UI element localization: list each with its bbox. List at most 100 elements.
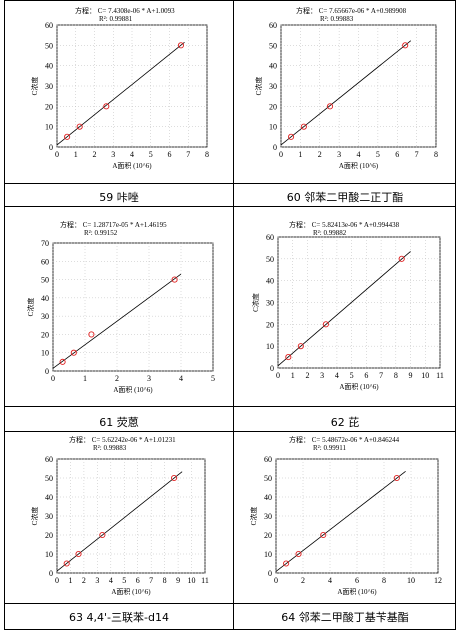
y-tick-label: 0 — [273, 143, 277, 152]
equation-label: 方程： C= 7.4308e-06 * A+1.0093 — [75, 6, 175, 15]
y-tick-label: 40 — [45, 493, 53, 502]
y-tick-label: 20 — [266, 320, 274, 329]
regression-line — [277, 251, 411, 367]
y-tick-label: 30 — [266, 299, 274, 308]
y-axis-label: C浓度 — [254, 77, 263, 96]
caption-61: 61 荧蒽 — [99, 416, 139, 429]
data-point — [288, 133, 295, 140]
chart-cell-60: 0 1 2 3 4 5 6 7 8 0 10 20 30 40 50 60 方程： C= 7.65667e-06… — [234, 1, 456, 183]
y-tick-label: 40 — [41, 294, 49, 303]
y-tick-label: 30 — [269, 82, 277, 91]
y-axis-label: C浓度 — [251, 293, 260, 312]
equation-label: 方程： C= 1.28717e-05 * A+1.46195 — [60, 220, 167, 229]
x-tick-label: 7 — [149, 576, 153, 585]
x-tick-label: 4 — [328, 576, 332, 585]
y-tick-label: 60 — [266, 233, 274, 242]
caption-64: 64 邻苯二甲酸丁基苄基酯 — [281, 611, 409, 624]
y-tick-label: 10 — [45, 550, 53, 559]
y-tick-label: 70 — [41, 239, 49, 248]
calibration-chart-62: 0 1 2 3 4 5 6 7 8 9 10 11 0 10 20 30 40 50 60 方程： C= 5.8241… — [251, 220, 444, 391]
x-axis-label: A面积 (10^6) — [339, 382, 379, 391]
chart-cell-63: 0 1 2 3 4 5 6 7 8 9 10 11 0 10 20 30 40 50 60 方程： C= 5.6224… — [5, 432, 233, 603]
x-tick-label: 1 — [68, 576, 72, 585]
x-tick-label: 10 — [407, 576, 415, 585]
x-tick-label: 3 — [337, 150, 341, 159]
x-axis-label: A面积 (10^6) — [112, 161, 152, 170]
y-tick-label: 0 — [49, 569, 53, 578]
data-point — [103, 103, 110, 110]
r-squared-label: R²: 0.99883 — [93, 444, 127, 452]
x-tick-label: 8 — [434, 150, 438, 159]
y-tick-label: 50 — [45, 474, 53, 483]
calibration-chart-60: 0 1 2 3 4 5 6 7 8 0 10 20 30 40 50 60 方程： C= 7.65667e-06… — [254, 6, 438, 170]
y-axis-label: C浓度 — [249, 507, 258, 526]
equation-label: 方程： C= 5.62242e-06 * A+1.01231 — [69, 435, 176, 444]
x-axis-label: A面积 (10^6) — [111, 587, 151, 596]
x-tick-label: 8 — [163, 576, 167, 585]
y-tick-label: 60 — [45, 455, 53, 464]
x-tick-label: 3 — [111, 150, 115, 159]
y-tick-label: 50 — [266, 255, 274, 264]
x-tick-label: 0 — [274, 576, 278, 585]
column-divider — [233, 1, 234, 629]
x-tick-label: 1 — [298, 150, 302, 159]
x-tick-label: 1 — [291, 371, 295, 380]
data-point — [398, 255, 405, 262]
y-tick-label: 50 — [45, 41, 53, 50]
y-tick-label: 0 — [270, 364, 274, 373]
x-tick-label: 0 — [55, 576, 59, 585]
data-point — [99, 531, 106, 539]
data-point — [297, 343, 304, 350]
regression-line — [280, 40, 412, 146]
data-point — [326, 103, 334, 110]
y-tick-label: 30 — [45, 82, 53, 91]
x-tick-label: 7 — [415, 150, 419, 159]
r-squared-label: R²: 0.99883 — [320, 15, 354, 23]
regression-line — [56, 471, 183, 572]
data-point — [285, 354, 292, 361]
y-tick-label: 20 — [45, 531, 53, 540]
x-tick-label: 11 — [436, 371, 444, 380]
data-point — [320, 531, 327, 539]
equation-label: 方程： C= 5.82413e-06 * A+0.994438 — [289, 220, 400, 229]
data-point — [88, 331, 95, 338]
y-tick-label: 30 — [41, 312, 49, 321]
data-point — [76, 123, 83, 130]
x-tick-label: 7 — [379, 371, 383, 380]
r-squared-label: R²: 0.99882 — [313, 229, 347, 237]
x-axis-label: A面积 (10^6) — [113, 385, 153, 394]
x-axis-label: A面积 (10^6) — [337, 587, 377, 596]
chart-grid-table: 0 1 2 3 4 5 6 7 8 0 10 20 30 40 50 60 方程： C= 7.4308e-06 … — [4, 0, 456, 630]
x-tick-label: 5 — [149, 150, 153, 159]
y-tick-label: 20 — [41, 330, 49, 339]
x-tick-label: 2 — [318, 150, 322, 159]
y-tick-label: 40 — [266, 277, 274, 286]
x-tick-label: 0 — [276, 371, 280, 380]
x-tick-label: 8 — [394, 371, 398, 380]
caption-63: 63 4,4'-三联苯-d14 — [69, 611, 169, 624]
x-tick-label: 2 — [301, 576, 305, 585]
x-tick-label: 0 — [55, 150, 59, 159]
x-tick-label: 10 — [188, 576, 196, 585]
r-squared-label: R²: 0.99881 — [99, 15, 133, 23]
y-tick-label: 60 — [269, 21, 277, 30]
caption-62: 62 芘 — [330, 416, 360, 429]
data-point — [70, 349, 77, 356]
x-tick-label: 9 — [409, 371, 413, 380]
y-tick-label: 10 — [264, 550, 272, 559]
x-tick-label: 4 — [179, 374, 183, 383]
calibration-chart-59: 0 1 2 3 4 5 6 7 8 0 10 20 30 40 50 60 方程： C= 7.4308e-06 … — [30, 6, 209, 170]
y-tick-label: 50 — [269, 41, 277, 50]
y-tick-label: 10 — [45, 123, 53, 132]
x-tick-label: 4 — [109, 576, 113, 585]
x-tick-label: 6 — [364, 371, 368, 380]
y-tick-label: 60 — [45, 21, 53, 30]
regression-line — [52, 273, 182, 369]
x-tick-label: 8 — [382, 576, 386, 585]
data-point — [283, 560, 290, 567]
y-tick-label: 10 — [269, 123, 277, 132]
chart-cell-62: 0 1 2 3 4 5 6 7 8 9 10 11 0 10 20 30 40 50 60 方程： C= 5.8241… — [234, 207, 456, 406]
y-tick-label: 10 — [41, 349, 49, 358]
